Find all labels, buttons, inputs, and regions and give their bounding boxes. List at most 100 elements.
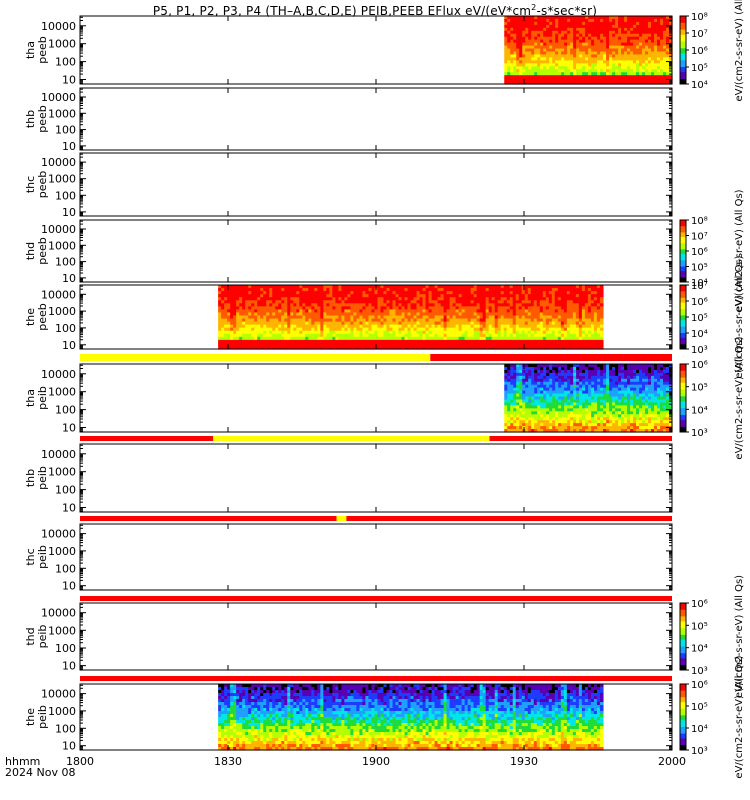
thc_peeb-ytick-label: 100 [55,189,76,202]
thc_peeb-ylabel-probe: thc [24,176,37,193]
thc_peeb-ylabel-product: peeb [36,171,49,199]
thc_peib-ytick-label: 10 [62,580,76,593]
thd_peeb-ylabel-product: peeb [36,237,49,265]
title-text: P5, P1, P2, P3, P4 (TH–A,B,C,D,E) PEIB,P… [152,4,532,18]
tha_peeb-ytick-label: 10 [62,74,76,87]
the_peeb-colorbar-tick: 10⁴ [691,329,708,340]
thd_peeb-ylabel-probe: thd [24,242,37,260]
thd_peeb-colorbar-tick: 10⁴ [691,278,708,289]
the_peeb-colorbar-tick: 10³ [691,345,708,356]
tha_peeb-ytick-label: 100 [55,56,76,69]
thb_peeb-ylabel-probe: thb [24,110,37,128]
the_peib-colorbar-tick: 10³ [691,746,708,757]
tha_peib-colorbar [679,363,689,433]
thd_peib-status-segment [80,676,672,681]
tha_peib-status-segment [489,436,672,441]
thc_peib-ytick-label: 1000 [48,545,76,558]
tha_peib-ylabel-probe: tha [24,389,37,407]
the_peeb-colorbar [679,284,689,350]
the_peeb-colorbar-tick: 10⁷ [691,281,708,292]
thc_peib-ytick-label: 100 [55,562,76,575]
thd_peib-colorbar-tick: 10³ [691,666,708,677]
tha_peib-spectrogram [504,364,673,433]
thc_peib-ylabel-product: peib [36,545,49,569]
thd_peeb-ytick-label: 100 [55,256,76,269]
thb_peib-status-segment [336,516,347,521]
the_peeb-ytick-label: 100 [55,322,76,335]
tha_peeb-ytick-label: 10000 [41,20,76,33]
thc_peib-ylabel-probe: thc [24,548,37,565]
thc_peib-status-segment [80,596,672,601]
tha_peeb-colorbar [679,15,689,85]
tha_peib-colorbar-label: eV/(cm2-s-sr-eV) (All Qs) [734,336,745,459]
thb_peeb-ytick-label: 1000 [48,107,76,120]
tha_peeb-colorbar-label: eV/(cm2-s-sr-eV) (All [734,0,745,101]
the_peeb-colorbar-tick: 10⁶ [691,297,708,308]
title-text-end: -s*sec*sr) [536,4,598,18]
the_peib-spectrogram [218,684,604,751]
thd_peib-colorbar-tick: 10⁶ [691,599,708,610]
thd_peeb-ytick-label: 10000 [41,223,76,236]
the_peeb-status-segment [80,354,431,361]
tha_peeb-colorbar-tick: 10⁴ [691,80,708,91]
the_peeb-status-segment [430,354,672,361]
title-superscript: 2 [531,3,537,12]
tha_peib-ytick-label: 10 [62,422,76,435]
thc_peeb-ytick-label: 1000 [48,173,76,186]
thd_peeb-frame [79,219,673,283]
thd_peib-colorbar [679,602,689,671]
thd_peeb-colorbar-label: eV/(cm2-s-sr-eV) (All Qs) [734,189,745,312]
xtick-label: 1830 [214,755,242,768]
tha_peeb-colorbar-tick: 10⁸ [691,12,708,23]
the_peib-ytick-label: 10 [62,740,76,753]
the_peib-colorbar-tick: 10⁴ [691,724,708,735]
xtick-label: 1930 [510,755,538,768]
thd_peeb-ytick-label: 1000 [48,239,76,252]
thb_peib-ytick-label: 1000 [48,466,76,479]
thb_peeb-ytick-label: 10 [62,140,76,153]
date-label: 2024 Nov 08 [5,766,76,779]
tha_peeb-colorbar-tick: 10⁵ [691,63,708,74]
the_peib-ytick-label: 1000 [48,705,76,718]
thd_peib-ytick-label: 10000 [41,607,76,620]
tha_peeb-colorbar-tick: 10⁶ [691,46,708,57]
thc_peib-frame [79,523,673,591]
the_peib-ylabel-probe: the [24,708,37,726]
the_peeb-colorbar-label: eV/(cm2-s-sr-eV) (All Qs) [734,255,745,378]
thd_peeb-colorbar-tick: 10⁷ [691,232,708,243]
thc_peeb-ytick-label: 10 [62,206,76,219]
thd_peib-ylabel-probe: thd [24,627,37,645]
thb_peeb-ytick-label: 100 [55,124,76,137]
the_peeb-ytick-label: 1000 [48,305,76,318]
tha_peeb-ylabel-probe: tha [24,41,37,59]
thd_peib-colorbar-tick: 10⁴ [691,644,708,655]
thc_peeb-ytick-label: 10000 [41,156,76,169]
thd_peib-colorbar-label: eV/(cm2-s-sr-eV) (All Qs) [734,575,745,698]
thc_peib-ytick-label: 10000 [41,528,76,541]
tha_peeb-ylabel-product: peeb [36,36,49,64]
tha_peib-colorbar-tick: 10⁴ [691,405,708,416]
thb_peeb-ytick-label: 10000 [41,91,76,104]
the_peeb-ylabel-product: peeb [36,303,49,331]
xtick-label: 1800 [66,755,94,768]
thd_peib-frame [79,602,673,671]
thd_peeb-colorbar-tick: 10⁶ [691,247,708,258]
thb_peib-ylabel-product: peib [36,466,49,490]
tha_peeb-ytick-label: 1000 [48,38,76,51]
the_peib-colorbar-tick: 10⁵ [691,702,708,713]
the_peeb-ytick-label: 10 [62,339,76,352]
thb_peib-ytick-label: 10 [62,502,76,515]
thb_peib-ylabel-probe: thb [24,469,37,487]
the_peib-colorbar [679,683,689,751]
thb_peib-ytick-label: 10000 [41,448,76,461]
time-format-label: hhmm [5,755,41,768]
thb_peib-frame [79,443,673,513]
thb_peib-status-segment [346,516,672,521]
the_peeb-ylabel-probe: the [24,308,37,326]
tha_peib-ytick-label: 100 [55,404,76,417]
thd_peib-ylabel-product: peib [36,625,49,649]
tha_peib-ylabel-product: peib [36,386,49,410]
tha_peib-colorbar-tick: 10³ [691,428,708,439]
